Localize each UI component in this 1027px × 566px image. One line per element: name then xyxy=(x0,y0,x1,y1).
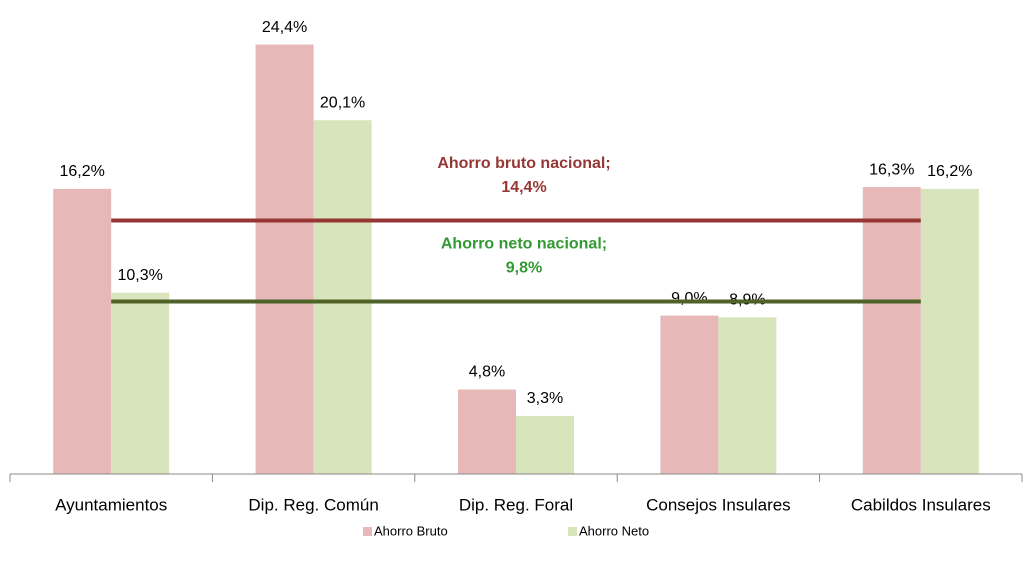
bar xyxy=(313,120,372,475)
value-label: 10,3% xyxy=(118,267,163,284)
legend-label: Ahorro Neto xyxy=(579,523,649,538)
bar xyxy=(718,317,777,474)
x-tick-label: Cabildos Insulares xyxy=(851,495,991,514)
bar xyxy=(458,389,516,474)
reference-label: Ahorro bruto nacional; xyxy=(437,155,610,172)
x-tick-label: Ayuntamientos xyxy=(55,495,167,514)
bar xyxy=(660,315,719,474)
value-label: 3,3% xyxy=(527,390,563,407)
bar xyxy=(111,292,170,474)
bar xyxy=(255,44,314,475)
legend-swatch xyxy=(363,527,372,536)
reference-value-label: 14,4% xyxy=(501,179,546,196)
reference-label: Ahorro neto nacional; xyxy=(441,236,607,253)
bar xyxy=(862,187,921,474)
x-tick-label: Dip. Reg. Común xyxy=(248,495,378,514)
value-label: 24,4% xyxy=(262,19,307,36)
value-label: 20,1% xyxy=(320,94,365,111)
value-label: 16,3% xyxy=(869,161,914,178)
bar xyxy=(920,188,979,474)
reference-value-label: 9,8% xyxy=(506,260,542,277)
value-label: 16,2% xyxy=(60,163,105,180)
value-label: 4,8% xyxy=(469,364,505,381)
x-tick-label: Consejos Insulares xyxy=(646,495,791,514)
value-label: 9,0% xyxy=(671,290,707,307)
legend-swatch xyxy=(568,527,577,536)
bar xyxy=(53,188,112,474)
legend-label: Ahorro Bruto xyxy=(374,523,448,538)
x-tick-label: Dip. Reg. Foral xyxy=(459,495,573,514)
bar xyxy=(516,415,574,474)
value-label: 16,2% xyxy=(927,163,972,180)
